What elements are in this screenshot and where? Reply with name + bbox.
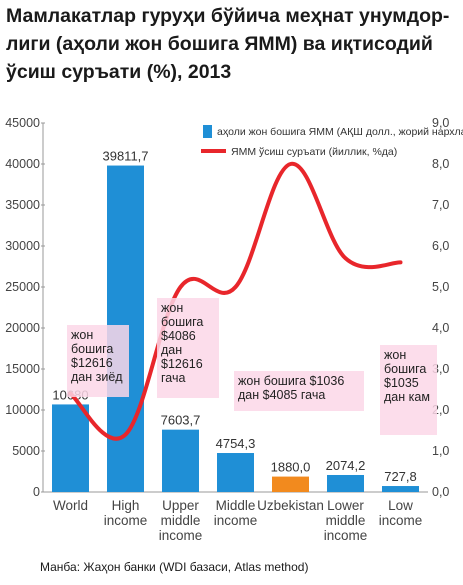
- y-left-tick-label: 30000: [5, 239, 40, 253]
- y-right-tick-label: 6,0: [432, 239, 449, 253]
- y-left-tick-label: 0: [33, 485, 40, 499]
- bar: [52, 404, 89, 492]
- bar-value-label: 4754,3: [216, 436, 256, 451]
- x-tick-label: World: [53, 498, 88, 513]
- y-left-tick-label: 5000: [12, 444, 40, 458]
- bar: [217, 453, 254, 492]
- y-right-tick-label: 0,0: [432, 485, 449, 499]
- y-left-tick-label: 20000: [5, 321, 40, 335]
- bar-value-label: 727,8: [384, 469, 417, 484]
- bar: [327, 474, 364, 492]
- bar: [162, 429, 199, 492]
- y-left-tick-label: 40000: [5, 157, 40, 171]
- annotation-middle: жон бошига $1036 дан $4085 гача: [234, 371, 364, 411]
- bar-value-label: 2074,2: [326, 458, 366, 473]
- bar: [272, 476, 309, 492]
- y-right-tick-label: 8,0: [432, 157, 449, 171]
- annotation-low: жон бошига $1035 дан кам: [380, 345, 437, 435]
- bar-value-label: 7603,7: [161, 413, 201, 428]
- y-right-tick-label: 4,0: [432, 321, 449, 335]
- x-tick-label: High income: [104, 498, 148, 528]
- annotation-upper-middle: жон бошига $4086 дан $12616 гача: [157, 298, 219, 398]
- source-note: Манба: Жаҳон банки (WDI базаси, Atlas me…: [40, 560, 309, 574]
- x-tick-label: Middle income: [214, 498, 258, 528]
- bar: [382, 486, 419, 492]
- y-left-tick-label: 15000: [5, 362, 40, 376]
- y-right-tick-label: 7,0: [432, 198, 449, 212]
- y-left-tick-label: 10000: [5, 403, 40, 417]
- y-right-tick-label: 5,0: [432, 280, 449, 294]
- legend-line-label: ЯММ ўсиш суръати (йиллик, %да): [231, 146, 397, 158]
- growth-line: [68, 161, 403, 441]
- legend-bar-label: аҳоли жон бошига ЯММ (АҚШ долл., жорий н…: [217, 126, 463, 138]
- y-left-tick-label: 35000: [5, 198, 40, 212]
- y-right-tick-label: 9,0: [432, 116, 449, 130]
- y-right-tick-label: 1,0: [432, 444, 449, 458]
- y-left-tick-label: 25000: [5, 280, 40, 294]
- bar-value-label: 39811,7: [102, 149, 148, 164]
- page-title: Мамлакатлар гуруҳи бўйича меҳнат унумдор…: [6, 5, 450, 83]
- x-tick-label: Lower middle income: [324, 498, 368, 543]
- y-left-tick-label: 45000: [5, 116, 40, 130]
- bar-value-label: 1880,0: [271, 460, 311, 475]
- legend-bar-swatch: [203, 125, 212, 138]
- x-tick-label: Low income: [379, 498, 423, 528]
- x-tick-label: Upper middle income: [159, 498, 203, 543]
- annotation-high-income: жон бошига $12616 дан зиёд: [67, 325, 129, 397]
- x-tick-label: Uzbekistan: [257, 498, 324, 513]
